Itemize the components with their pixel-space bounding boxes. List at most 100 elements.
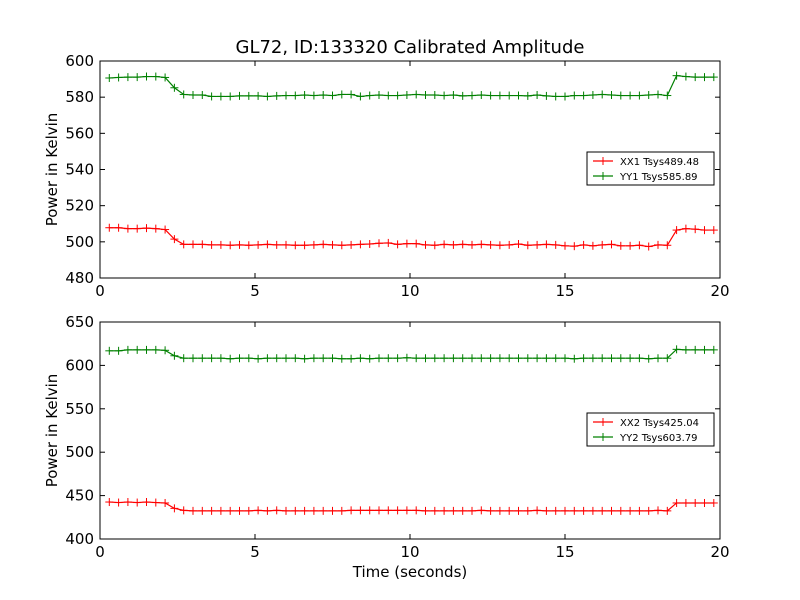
data-point — [412, 506, 421, 515]
data-point — [523, 354, 532, 363]
legend-label: XX2 Tsys425.04 — [620, 418, 699, 429]
data-point — [207, 92, 216, 101]
data-point — [486, 91, 495, 100]
data-point — [477, 240, 486, 249]
data-point — [421, 90, 430, 99]
data-point — [533, 240, 542, 249]
data-point — [672, 71, 681, 80]
data-point — [709, 73, 718, 82]
data-point — [319, 354, 328, 363]
series-line — [109, 75, 714, 98]
legend-label: YY1 Tsys585.89 — [619, 172, 698, 183]
legend-label: XX1 Tsys489.48 — [620, 157, 699, 168]
data-point — [468, 354, 476, 363]
data-point — [654, 506, 662, 515]
y-axis-label: Power in Kelvin — [43, 374, 61, 488]
y-tick-label: 550 — [65, 400, 94, 418]
data-point — [514, 506, 523, 515]
data-point — [291, 354, 300, 363]
data-point — [198, 354, 207, 363]
data-point — [551, 354, 560, 363]
data-point — [561, 506, 569, 515]
data-point — [347, 90, 356, 99]
data-point — [542, 240, 551, 249]
x-tick-label: 0 — [95, 543, 105, 561]
data-point — [207, 354, 216, 363]
data-point — [244, 241, 253, 250]
legend-label: YY2 Tsys603.79 — [619, 433, 698, 444]
top-chart: 0 5 10 15 20 480 500 520 540 560 580 600 Power in Ke… — [43, 52, 730, 300]
data-point — [654, 354, 662, 363]
data-point — [412, 239, 421, 248]
data-point — [198, 90, 207, 99]
data-point — [672, 345, 681, 354]
data-point — [142, 345, 151, 354]
data-point — [170, 83, 179, 92]
data-point — [375, 506, 383, 515]
data-point — [663, 91, 672, 100]
data-point — [291, 506, 300, 515]
data-point — [319, 506, 328, 515]
data-point — [514, 91, 523, 100]
data-point — [691, 345, 700, 354]
data-point — [216, 354, 225, 363]
y-tick-label: 500 — [65, 233, 94, 251]
data-point — [505, 354, 514, 363]
data-point — [375, 90, 383, 99]
data-point — [505, 240, 514, 249]
data-point — [495, 241, 504, 250]
data-point — [579, 354, 588, 363]
data-point — [663, 506, 672, 515]
x-tick-label: 10 — [400, 282, 419, 300]
data-point — [198, 506, 207, 515]
data-point — [263, 354, 272, 363]
data-point — [384, 354, 393, 363]
data-point — [365, 354, 374, 363]
data-point — [356, 92, 365, 101]
data-point — [114, 73, 123, 82]
data-point — [189, 506, 197, 515]
data-point — [663, 241, 672, 250]
data-point — [133, 224, 142, 233]
data-point — [402, 353, 411, 362]
data-point — [337, 354, 346, 363]
data-point — [514, 240, 523, 249]
data-point — [402, 506, 411, 515]
y-tick-label: 450 — [65, 487, 94, 505]
data-point — [393, 240, 402, 249]
data-point — [170, 504, 179, 513]
data-point — [598, 354, 607, 363]
data-point — [570, 506, 579, 515]
data-point — [189, 354, 197, 363]
data-point — [170, 351, 179, 360]
data-point — [635, 506, 644, 515]
data-point — [328, 506, 337, 515]
data-point — [161, 225, 170, 234]
data-point — [133, 498, 142, 507]
data-point — [114, 346, 123, 355]
data-point — [123, 345, 132, 354]
y-tick-label: 650 — [65, 313, 94, 331]
x-tick-label: 10 — [400, 543, 419, 561]
data-point — [328, 91, 337, 100]
data-point — [356, 240, 365, 249]
data-point — [384, 238, 393, 247]
data-point — [440, 506, 449, 515]
data-point — [626, 506, 635, 515]
data-point — [244, 91, 253, 100]
x-tick-label: 15 — [555, 543, 574, 561]
y-tick-label: 520 — [65, 197, 94, 215]
y-tick-label: 500 — [65, 443, 94, 461]
data-point — [235, 506, 244, 515]
data-point — [402, 90, 411, 99]
data-point — [393, 91, 402, 100]
data-point — [207, 240, 216, 249]
data-point — [468, 506, 476, 515]
data-point — [523, 91, 532, 100]
data-point — [486, 506, 495, 515]
data-point — [430, 354, 439, 363]
data-point — [626, 91, 635, 100]
data-point — [709, 498, 718, 507]
data-point — [235, 91, 244, 100]
